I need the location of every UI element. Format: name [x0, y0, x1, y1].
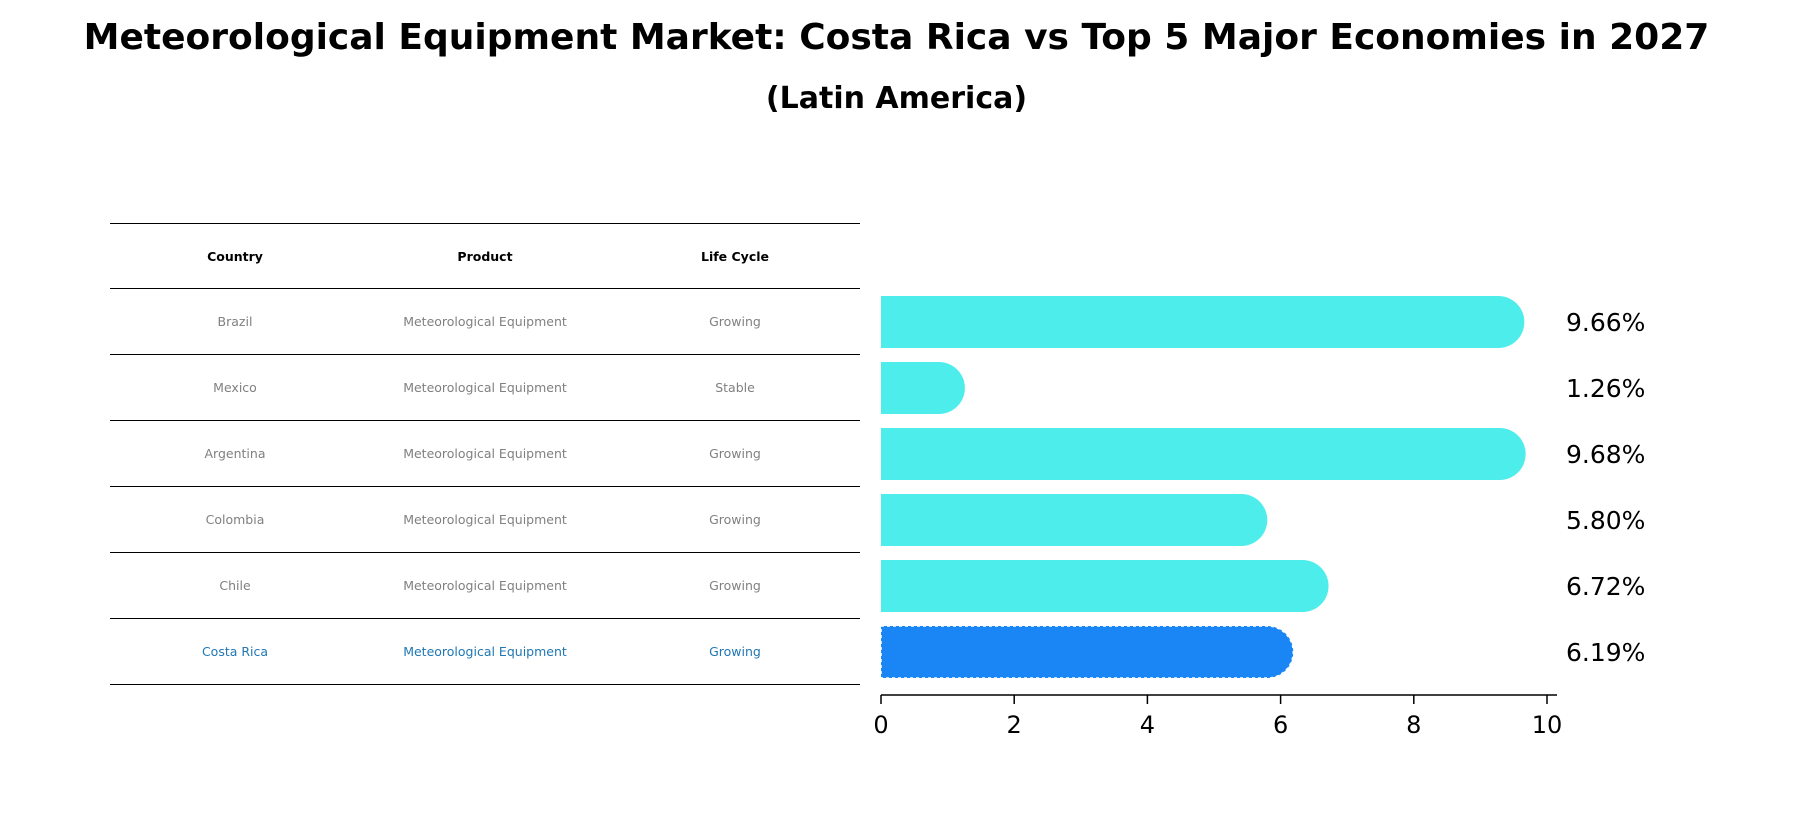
table-row: Argentina Meteorological Equipment Growi… [110, 421, 860, 487]
value-label: 5.80% [1566, 506, 1645, 535]
table-row: Chile Meteorological Equipment Growing [110, 553, 860, 619]
product-cell: Meteorological Equipment [403, 380, 567, 395]
life-cycle-cell: Growing [709, 644, 761, 659]
value-label: 9.66% [1566, 308, 1645, 337]
life-cycle-cell: Stable [715, 380, 755, 395]
x-tick-label: 10 [1532, 711, 1563, 739]
life-cycle-cell: Growing [709, 512, 761, 527]
product-cell: Meteorological Equipment [403, 512, 567, 527]
x-tick-label: 2 [1007, 711, 1022, 739]
product-cell: Meteorological Equipment [403, 578, 567, 593]
value-label: 6.19% [1566, 638, 1645, 667]
table-row: Colombia Meteorological Equipment Growin… [110, 487, 860, 553]
table-row: Brazil Meteorological Equipment Growing [110, 289, 860, 355]
product-cell: Meteorological Equipment [403, 314, 567, 329]
bar-chile [881, 560, 1329, 612]
life-cycle-cell: Growing [709, 446, 761, 461]
bar-argentina [881, 428, 1526, 480]
table-header-row: Country Product Life Cycle [110, 223, 860, 289]
x-tick-label: 0 [873, 711, 888, 739]
header-product: Product [457, 248, 513, 264]
country-cell: Argentina [204, 446, 266, 461]
x-tick-label: 8 [1406, 711, 1421, 739]
value-label: 1.26% [1566, 374, 1645, 403]
x-tick-label: 4 [1140, 711, 1155, 739]
life-cycle-cell: Growing [709, 578, 761, 593]
chart-title: Meteorological Equipment Market: Costa R… [83, 17, 1710, 58]
table-row-highlight: Costa Rica Meteorological Equipment Grow… [110, 619, 860, 685]
bar-colombia [881, 494, 1268, 546]
bar-costa-rica [880, 625, 1294, 679]
country-cell: Colombia [205, 512, 265, 527]
value-label: 9.68% [1566, 440, 1645, 469]
country-cell: Costa Rica [201, 644, 269, 659]
country-cell: Brazil [217, 314, 253, 329]
country-cell: Mexico [213, 380, 257, 395]
header-life-cycle: Life Cycle [700, 248, 769, 264]
table-row: Mexico Meteorological Equipment Stable [110, 355, 860, 421]
chart-subtitle: (Latin America) [765, 81, 1028, 116]
bar-mexico [881, 362, 965, 414]
data-table: Country Product Life Cycle Brazil Meteor… [110, 223, 860, 685]
country-cell: Chile [219, 578, 251, 593]
x-tick-label: 6 [1273, 711, 1288, 739]
product-cell: Meteorological Equipment [403, 446, 567, 461]
value-label: 6.72% [1566, 572, 1645, 601]
header-country: Country [207, 248, 263, 264]
bar-brazil [881, 296, 1525, 348]
product-cell: Meteorological Equipment [403, 644, 567, 659]
life-cycle-cell: Growing [709, 314, 761, 329]
